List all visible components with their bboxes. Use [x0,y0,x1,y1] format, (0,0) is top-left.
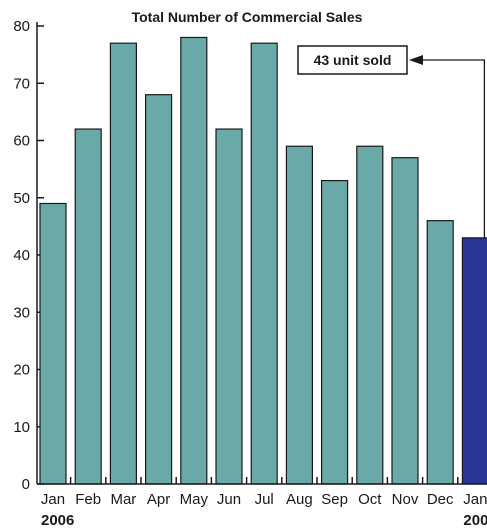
bar [461,237,487,485]
y-tick-label: 20 [13,362,30,379]
x-category-label: Oct [358,491,382,508]
x-category-label: May [180,491,209,508]
bar [356,145,384,485]
bar [285,145,313,485]
annotation-text: 43 unit sold [314,52,392,68]
bar [321,179,349,485]
x-category-label: Nov [392,491,419,508]
bar [215,128,243,485]
bar [145,94,173,485]
x-category-label: Feb [75,491,101,508]
chart-title: Total Number of Commercial Sales [132,9,363,25]
annotation-leader-line [421,59,486,238]
annotation-callout: 43 unit sold [297,45,486,238]
x-category-label: Jun [217,491,241,508]
x-category-label: Aug [286,491,313,508]
x-category-label: Mar [110,491,136,508]
x-category-label: Jul [255,491,274,508]
x-category-label: Sep [321,491,348,508]
y-tick-label: 50 [13,190,30,207]
y-tick-label: 0 [22,476,30,493]
y-tick-label: 40 [13,247,30,264]
y-tick-label: 80 [13,18,30,35]
bar [180,36,208,485]
x-category-label: Jan [41,491,65,508]
year-label: 2006 [41,512,74,529]
bar [250,42,278,485]
x-axis: Jan Feb Mar Apr May Jun Jul Aug Sep Oct Nov Dec Jan [37,477,487,508]
y-axis: 0 10 20 30 40 50 60 70 80 [13,18,44,493]
annotation-arrowhead [409,55,423,65]
y-tick-label: 60 [13,133,30,150]
annotation-box [297,45,408,75]
x-category-label: Dec [427,491,454,508]
x-category-label: Apr [147,491,170,508]
bars [39,36,487,485]
y-tick-label: 30 [13,304,30,321]
bar [391,157,419,485]
bar [426,220,454,485]
y-tick-label: 70 [13,75,30,92]
bar [39,202,67,485]
bar [109,42,138,485]
year-labels: 2006 2007 [41,512,487,529]
bar [74,128,102,485]
x-category-label: Jan [463,491,487,508]
year-label: 2007 [463,512,487,529]
y-tick-label: 10 [13,419,30,436]
